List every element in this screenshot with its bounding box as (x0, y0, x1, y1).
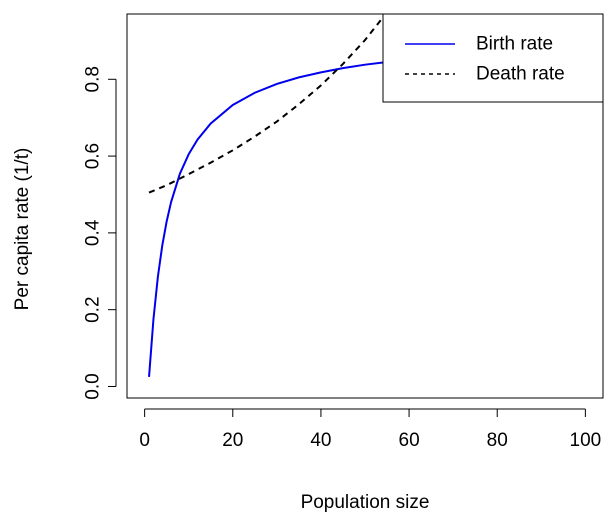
x-tick-label: 60 (399, 430, 420, 451)
legend-box (382, 13, 604, 103)
x-tick-label: 80 (487, 430, 508, 451)
legend-label-death-rate: Death rate (476, 64, 565, 85)
y-axis-title: Per capita rate (1/t) (12, 148, 33, 311)
x-tick-label: 20 (222, 430, 243, 451)
y-tick-label: 0.8 (83, 66, 104, 92)
x-axis-title: Population size (301, 492, 430, 513)
y-tick-label: 0.6 (83, 143, 104, 169)
legend-label-birth-rate: Birth rate (476, 34, 553, 55)
x-tick-label: 0 (139, 430, 150, 451)
y-tick-label: 0.2 (83, 296, 104, 322)
series-line-death-rate (148, 17, 384, 194)
x-tick-label: 100 (570, 430, 602, 451)
y-tick-label: 0.4 (83, 219, 104, 246)
x-tick-label: 40 (310, 430, 331, 451)
y-tick-label: 0.0 (83, 373, 104, 399)
plot-area-border (126, 13, 604, 399)
